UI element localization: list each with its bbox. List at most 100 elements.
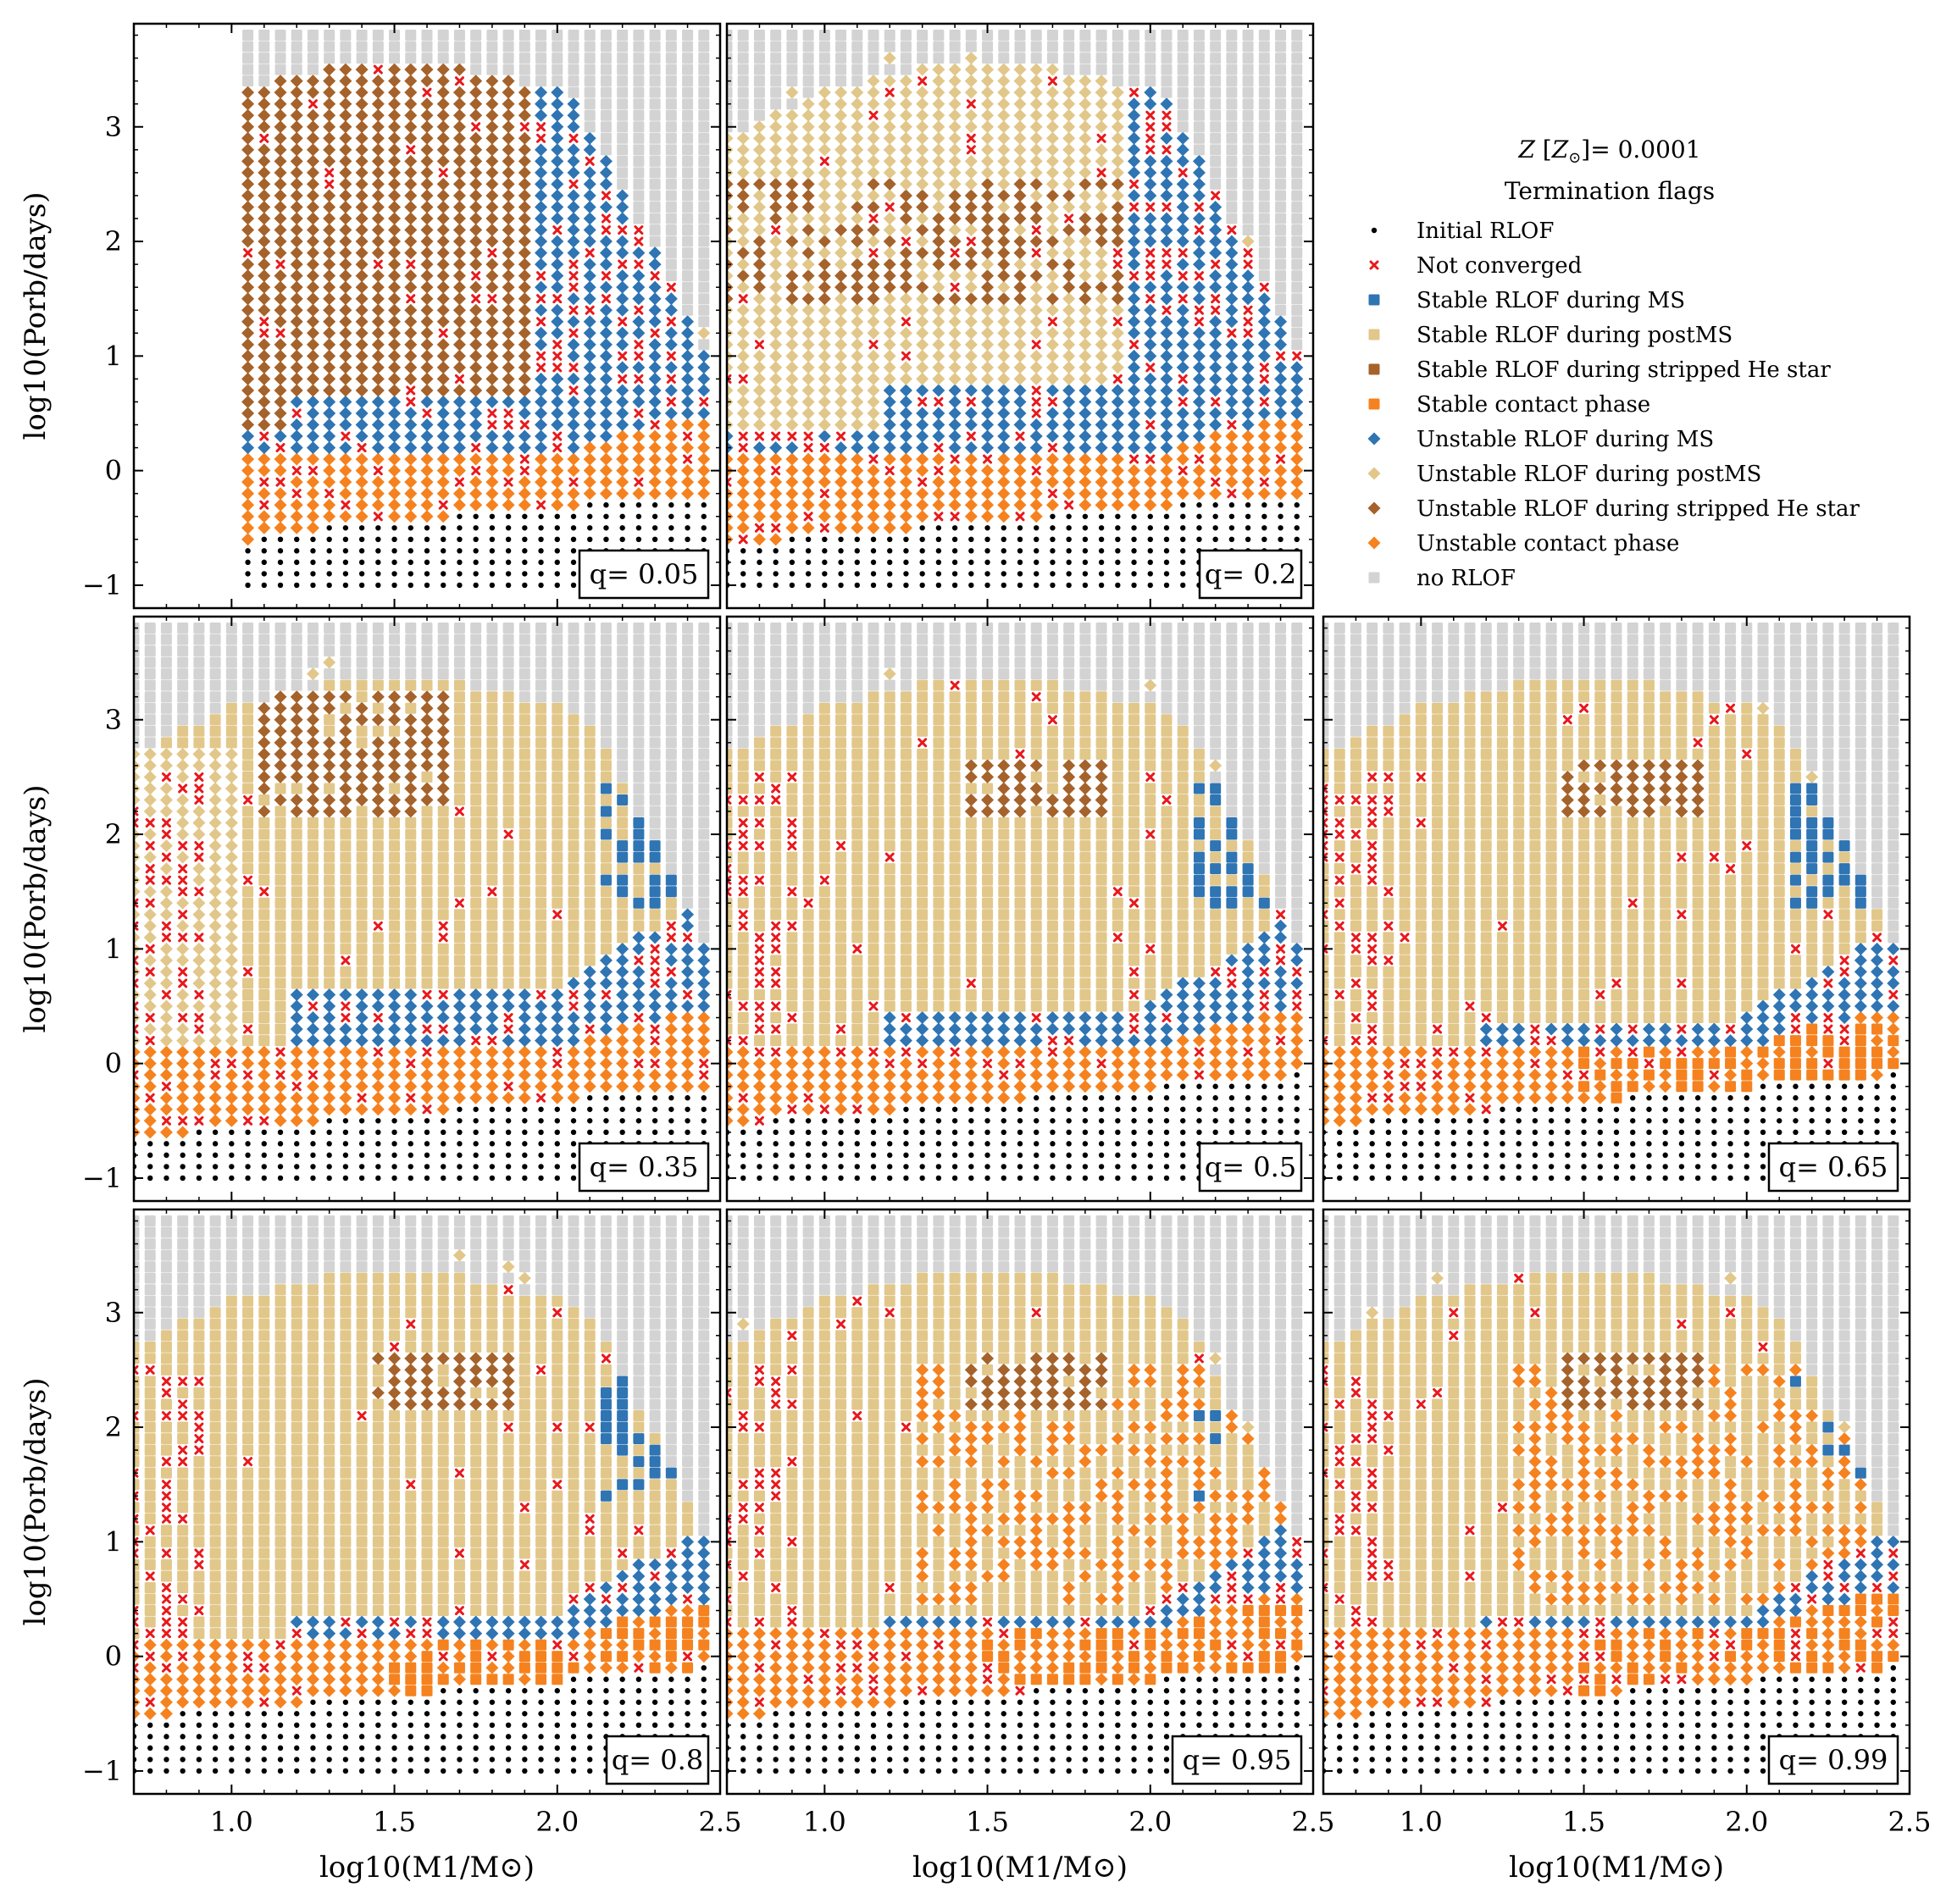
data-point-no-rlof [737, 41, 749, 53]
data-point-unstable-postms [932, 338, 945, 351]
data-point-unstable-ms [599, 257, 613, 271]
data-point-no-rlof [1193, 144, 1205, 156]
data-point-initial-rlof [903, 548, 909, 554]
data-point-unstable-ms [323, 1022, 336, 1036]
data-point-unstable-he [469, 75, 483, 88]
data-point-unstable-ms [1176, 280, 1189, 294]
data-point-unstable-he [258, 154, 271, 168]
data-point-initial-rlof [1147, 571, 1153, 577]
data-point-unstable-contact [420, 1091, 434, 1104]
data-point-unstable-postms [932, 166, 945, 180]
data-point-no-rlof [258, 623, 270, 634]
data-point-stable-postms [242, 988, 254, 1000]
data-point-unstable-postms [225, 827, 238, 841]
data-point-no-rlof [1063, 64, 1075, 75]
data-point-initial-rlof [196, 1175, 202, 1182]
data-point-initial-rlof [457, 1164, 463, 1170]
data-point-no-rlof [340, 623, 352, 634]
data-point-unstable-ms [1144, 303, 1157, 317]
data-point-no-rlof [340, 668, 352, 680]
data-point-unstable-postms [834, 143, 848, 157]
data-point-stable-postms [470, 840, 482, 852]
data-point-initial-rlof [570, 582, 577, 589]
data-point-unstable-postms [1062, 292, 1076, 306]
data-point-unstable-ms [1241, 407, 1255, 420]
data-point-no-rlof [753, 109, 765, 121]
data-point-unstable-ms [599, 166, 613, 180]
data-point-stable-postms [502, 977, 514, 989]
data-point-unstable-ms [355, 429, 369, 443]
data-point-initial-rlof [441, 582, 446, 589]
data-point-unstable-ms [452, 1022, 466, 1036]
data-point-unstable-postms [1111, 97, 1124, 111]
data-point-unstable-ms [1176, 235, 1189, 248]
data-point-unstable-ms [583, 418, 596, 432]
data-point-unstable-ms [1225, 372, 1239, 385]
data-point-no-rlof [1063, 41, 1075, 53]
data-point-no-rlof [486, 623, 498, 634]
data-point-initial-rlof [951, 548, 958, 554]
data-point-unstable-postms [1078, 131, 1092, 145]
data-point-unstable-he [371, 292, 385, 306]
data-point-initial-rlof [407, 1141, 413, 1147]
data-point-initial-rlof [1066, 571, 1072, 577]
data-point-not-converged [1211, 191, 1221, 201]
data-point-unstable-postms [867, 75, 880, 88]
data-point-unstable-postms [208, 954, 222, 967]
data-point-initial-rlof [968, 571, 974, 577]
data-point-unstable-contact [306, 1080, 319, 1093]
data-point-unstable-ms [599, 395, 613, 408]
data-point-unstable-postms [981, 143, 995, 157]
data-point-unstable-postms [818, 177, 831, 191]
data-point-unstable-he [485, 86, 499, 99]
data-point-stable-postms [552, 714, 563, 726]
data-point-unstable-he [290, 154, 303, 168]
data-point-unstable-he [452, 212, 466, 225]
data-point-unstable-he [306, 280, 319, 294]
y-tick-label: 0 [105, 455, 122, 487]
data-point-unstable-he [388, 326, 402, 340]
data-point-unstable-contact [567, 1068, 580, 1082]
data-point-unstable-postms [883, 97, 896, 111]
data-point-stable-postms [324, 943, 335, 955]
data-point-unstable-he [752, 235, 766, 248]
data-point-not-converged [552, 225, 563, 235]
data-point-unstable-contact [681, 487, 695, 501]
data-point-unstable-postms [851, 315, 864, 329]
data-point-unstable-ms [616, 338, 629, 351]
data-point-initial-rlof [870, 536, 877, 543]
data-point-unstable-he [436, 690, 450, 704]
data-point-unstable-postms [143, 747, 157, 761]
data-point-unstable-contact [355, 452, 369, 466]
data-point-stable-postms [552, 886, 563, 898]
data-point-unstable-ms [632, 999, 646, 1013]
data-point-stable-postms [518, 725, 530, 737]
data-point-stable-postms [356, 943, 368, 955]
data-point-stable-postms [470, 748, 482, 760]
data-point-not-converged [1129, 202, 1139, 212]
data-point-initial-rlof [375, 1164, 381, 1170]
data-point-initial-rlof [554, 1164, 560, 1170]
data-point-unstable-postms [818, 189, 831, 202]
data-point-unstable-postms [159, 1034, 173, 1048]
data-point-unstable-postms [143, 885, 157, 899]
data-point-initial-rlof [375, 548, 381, 554]
data-point-initial-rlof [505, 548, 512, 554]
data-point-no-rlof [502, 64, 514, 75]
data-point-stable-postms [356, 920, 368, 932]
data-point-not-converged [868, 110, 879, 120]
data-point-no-rlof [1210, 53, 1222, 64]
data-point-unstable-he [274, 97, 287, 111]
data-point-initial-rlof [740, 559, 746, 566]
data-point-no-rlof [535, 645, 547, 657]
data-point-not-converged [634, 477, 644, 487]
data-point-unstable-he [241, 326, 255, 340]
data-point-no-rlof [770, 86, 782, 98]
data-point-unstable-he [355, 372, 369, 385]
data-point-initial-rlof [358, 582, 365, 589]
data-point-unstable-contact [502, 1057, 515, 1071]
data-point-unstable-he [274, 303, 287, 317]
data-point-unstable-he [1045, 257, 1059, 271]
data-point-stable-ms [633, 817, 645, 829]
data-point-stable-postms [453, 794, 465, 805]
